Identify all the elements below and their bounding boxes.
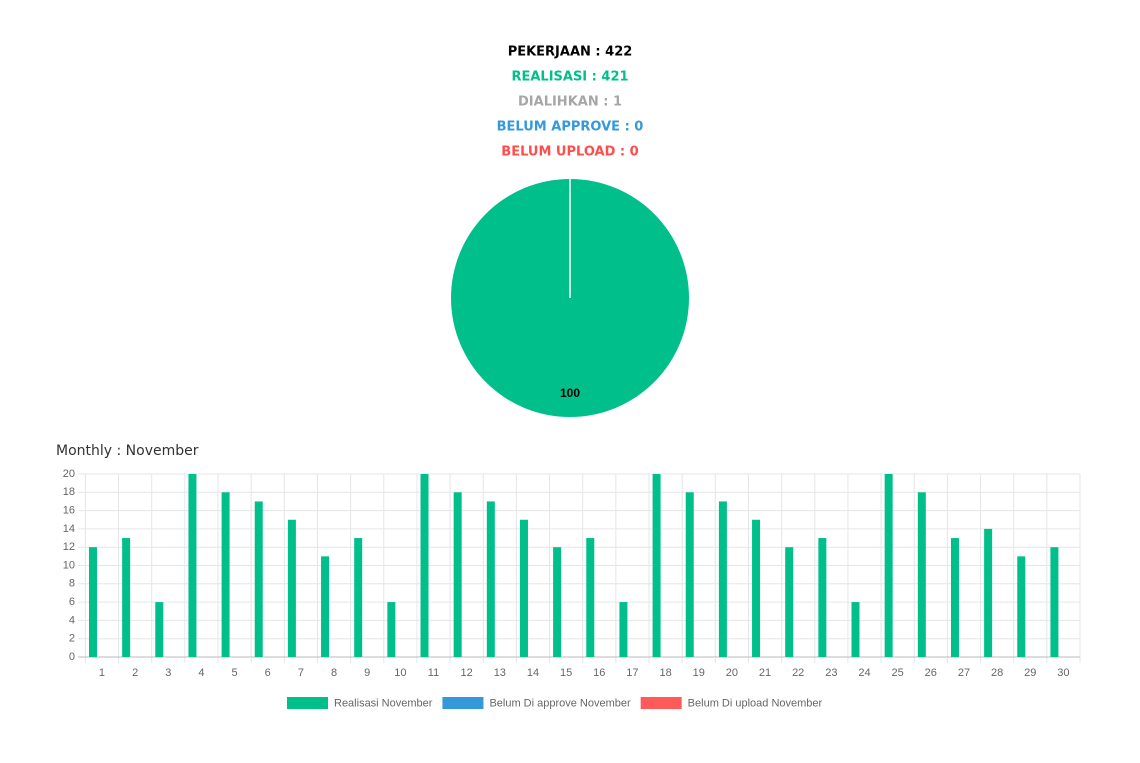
x-tick-label: 26: [925, 667, 937, 679]
y-tick-label: 8: [69, 578, 75, 590]
x-tick-label: 8: [331, 667, 337, 679]
bar: [354, 538, 363, 657]
summary-line: BELUM UPLOAD : 0: [501, 145, 638, 160]
bar: [519, 519, 528, 657]
y-tick-label: 20: [63, 468, 75, 480]
x-tick-label: 1: [99, 667, 105, 679]
bar: [884, 474, 893, 657]
bar: [652, 474, 661, 657]
x-tick-label: 13: [494, 667, 506, 679]
x-tick-label: 25: [892, 667, 904, 679]
bar: [752, 519, 761, 657]
legend-label: Belum Di approve November: [489, 697, 631, 709]
bar: [1050, 547, 1059, 657]
bar: [619, 602, 628, 657]
bar-chart-title: Monthly : November: [56, 443, 199, 459]
summary-line: DIALIHKAN : 1: [518, 95, 622, 110]
legend-swatch: [640, 697, 682, 709]
x-tick-label: 21: [759, 667, 771, 679]
bar: [917, 492, 926, 657]
summary-line: PEKERJAAN : 422: [508, 45, 633, 60]
x-tick-label: 5: [232, 667, 238, 679]
x-tick-label: 14: [527, 667, 539, 679]
x-tick-label: 16: [593, 667, 605, 679]
y-tick-label: 2: [69, 633, 75, 645]
bar: [420, 474, 429, 657]
x-tick-label: 27: [958, 667, 970, 679]
y-tick-label: 0: [69, 651, 75, 663]
legend-label: Realisasi November: [334, 697, 433, 709]
x-tick-label: 29: [1024, 667, 1036, 679]
summary-line: REALISASI : 421: [511, 70, 628, 85]
x-tick-label: 4: [198, 667, 204, 679]
x-tick-label: 2: [132, 667, 138, 679]
pie-label: 100: [560, 386, 580, 400]
x-tick-label: 23: [825, 667, 837, 679]
y-tick-label: 16: [63, 505, 75, 517]
x-tick-label: 7: [298, 667, 304, 679]
x-tick-label: 3: [165, 667, 171, 679]
bar: [188, 474, 197, 657]
x-tick-label: 20: [726, 667, 738, 679]
x-tick-label: 22: [792, 667, 804, 679]
bar: [88, 547, 97, 657]
legend-label: Belum Di upload November: [688, 697, 823, 709]
y-tick-label: 6: [69, 596, 75, 608]
bar: [254, 501, 263, 657]
summary-line: BELUM APPROVE : 0: [497, 120, 644, 135]
x-tick-label: 30: [1057, 667, 1069, 679]
x-tick-label: 19: [693, 667, 705, 679]
bar: [851, 602, 860, 657]
bar: [785, 547, 794, 657]
y-tick-label: 4: [69, 614, 75, 626]
bar: [486, 501, 495, 657]
bar: [553, 547, 562, 657]
bar: [387, 602, 396, 657]
x-tick-label: 10: [394, 667, 406, 679]
bar: [155, 602, 164, 657]
bar: [287, 519, 296, 657]
legend-swatch: [287, 697, 328, 709]
x-tick-label: 24: [858, 667, 870, 679]
bar: [718, 501, 727, 657]
x-tick-label: 18: [659, 667, 671, 679]
y-tick-label: 14: [63, 523, 75, 535]
x-tick-label: 9: [364, 667, 370, 679]
bar: [1017, 556, 1026, 657]
x-tick-label: 15: [560, 667, 572, 679]
bar: [453, 492, 462, 657]
bar: [984, 528, 993, 657]
bar: [950, 538, 959, 657]
bar: [685, 492, 694, 657]
bar: [221, 492, 230, 657]
x-tick-label: 17: [626, 667, 638, 679]
y-tick-label: 18: [63, 486, 75, 498]
bar: [122, 538, 131, 657]
x-tick-label: 6: [265, 667, 271, 679]
x-tick-label: 11: [428, 667, 439, 679]
legend-swatch: [442, 697, 484, 709]
x-tick-label: 28: [991, 667, 1003, 679]
x-tick-label: 12: [461, 667, 473, 679]
bar: [321, 556, 330, 657]
bar: [586, 538, 595, 657]
bar: [818, 538, 827, 657]
y-tick-label: 12: [63, 541, 75, 553]
y-tick-label: 10: [63, 559, 75, 571]
